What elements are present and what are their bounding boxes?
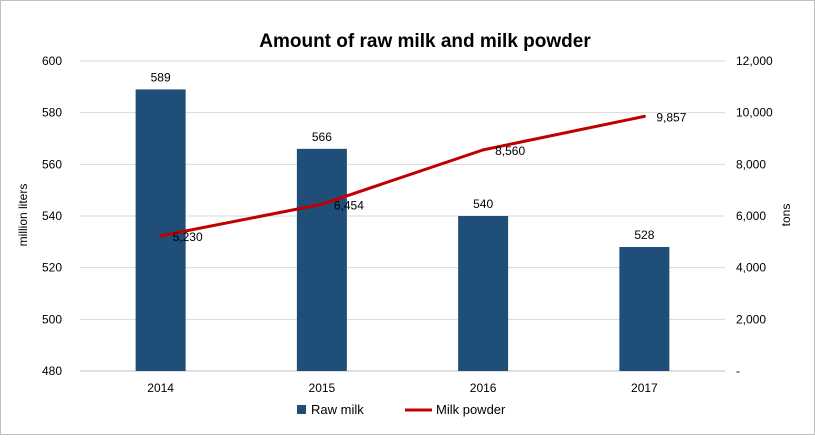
- raw-milk-data-label: 566: [312, 130, 332, 144]
- milk-powder-point: [481, 148, 485, 152]
- raw-milk-data-labels: 589 566 540 528: [151, 70, 655, 242]
- milk-powder-point: [642, 114, 646, 118]
- raw-milk-data-label: 528: [634, 228, 654, 242]
- milk-powder-data-label: 6,454: [334, 198, 364, 212]
- right-axis-tick-label: -: [736, 364, 740, 378]
- right-axis-tick-label: 10,000: [736, 106, 773, 120]
- raw-milk-bar: [619, 247, 670, 371]
- left-axis-tick-label: 560: [42, 157, 62, 171]
- right-axis-tick-label: 12,000: [736, 54, 773, 68]
- right-axis-tick-label: 8,000: [736, 157, 766, 171]
- left-axis-tick-label: 480: [42, 364, 62, 378]
- raw-milk-bar: [296, 148, 347, 371]
- raw-milk-bars: [135, 89, 670, 372]
- left-axis-tick-label: 600: [42, 54, 62, 68]
- x-axis-tick-labels: 2014 2015 2016 2017: [147, 381, 658, 395]
- x-axis-tick-label: 2017: [631, 381, 658, 395]
- milk-powder-line: [160, 114, 645, 238]
- legend-milk-powder-label: Milk powder: [436, 402, 506, 417]
- left-axis-tick-label: 500: [42, 312, 62, 326]
- legend-raw-milk-label: Raw milk: [311, 402, 364, 417]
- milk-powder-data-label: 9,857: [656, 110, 686, 124]
- right-axis-tick-label: 6,000: [736, 209, 766, 223]
- right-axis-tick-label: 4,000: [736, 261, 766, 275]
- left-axis-tick-label: 580: [42, 106, 62, 120]
- left-axis-tick-label: 520: [42, 261, 62, 275]
- milk-powder-data-labels: 5,230 6,454 8,560 9,857: [173, 110, 687, 244]
- right-axis-title: tons: [779, 204, 793, 227]
- left-axis-tick-label: 540: [42, 209, 62, 223]
- legend: Raw milk Milk powder: [297, 402, 506, 417]
- milk-powder-line-group: [159, 114, 646, 238]
- left-axis-title: million liters: [16, 184, 30, 247]
- milk-powder-data-label: 8,560: [495, 144, 525, 158]
- raw-milk-data-label: 540: [473, 197, 493, 211]
- right-axis-tick-label: 2,000: [736, 312, 766, 326]
- left-axis-tick-labels: 480 500 520 540 560 580 600: [42, 54, 62, 378]
- raw-milk-bar: [458, 216, 509, 371]
- x-axis-tick-label: 2014: [147, 381, 174, 395]
- milk-powder-point: [159, 234, 163, 238]
- raw-milk-bar: [135, 89, 186, 372]
- chart-title: Amount of raw milk and milk powder: [259, 31, 591, 52]
- milk-powder-point: [320, 202, 324, 206]
- legend-raw-milk-swatch: [297, 405, 306, 414]
- gridlines: [80, 60, 725, 372]
- x-axis-tick-label: 2016: [470, 381, 497, 395]
- x-axis-tick-label: 2015: [309, 381, 336, 395]
- raw-milk-data-label: 589: [151, 70, 171, 84]
- right-axis-tick-labels: - 2,000 4,000 6,000 8,000 10,000 12,000: [736, 54, 773, 378]
- milk-powder-data-label: 5,230: [173, 230, 203, 244]
